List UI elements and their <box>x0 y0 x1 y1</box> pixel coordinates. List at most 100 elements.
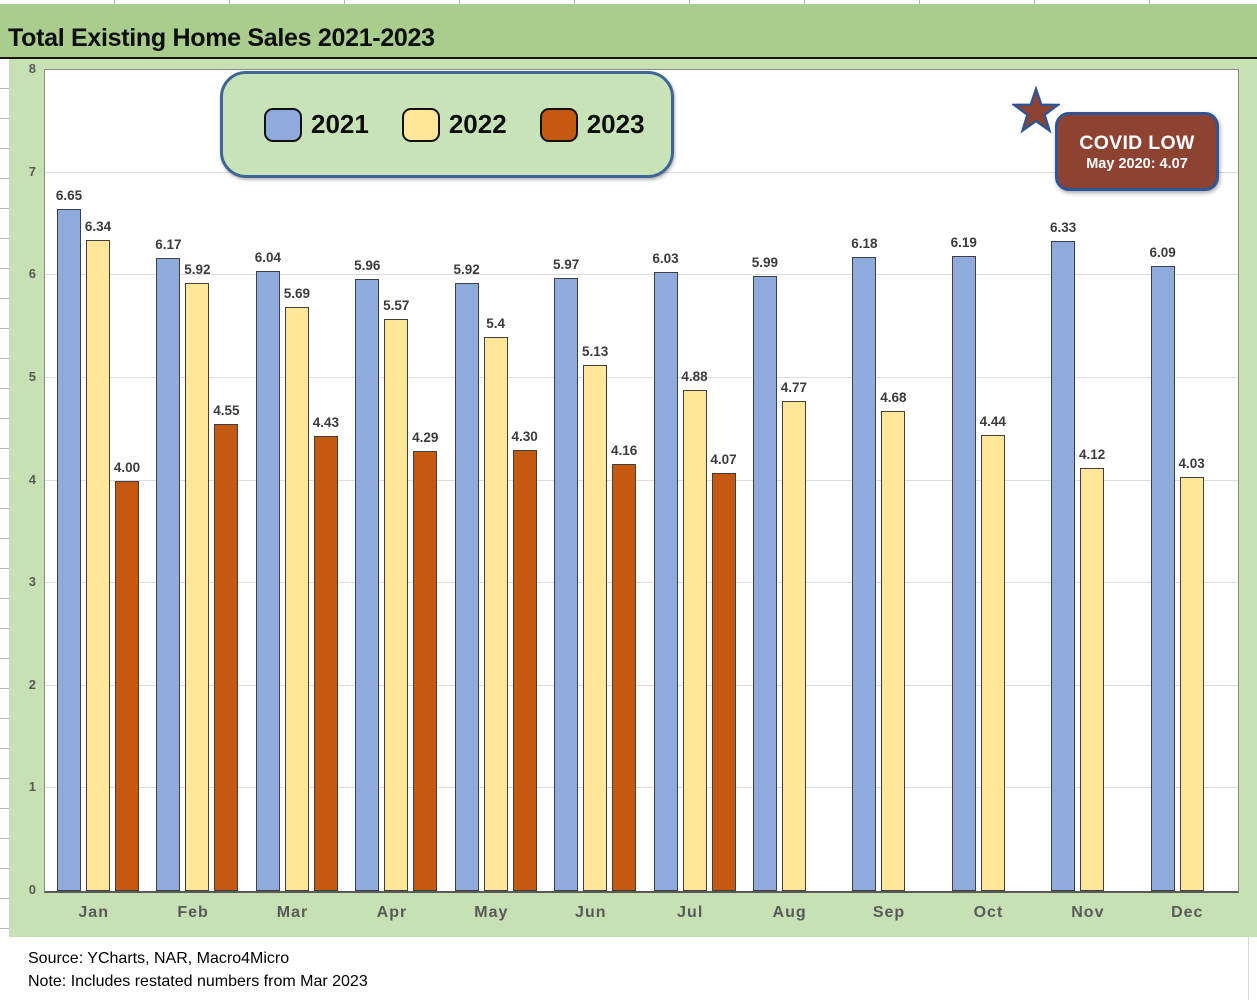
bar-2023-jan[interactable] <box>115 480 139 891</box>
legend-swatch-2022 <box>401 107 440 142</box>
x-axis-label-sep: Sep <box>872 904 906 921</box>
bar-2021-dec[interactable] <box>1150 266 1175 891</box>
covid-low-title: COVID LOW <box>1079 131 1195 154</box>
row-ruler <box>0 59 9 1000</box>
legend-label-2021: 2021 <box>311 109 369 139</box>
bar-value-label-2021-jun: 5.97 <box>552 257 580 273</box>
gridline-1 <box>45 787 1238 789</box>
bar-2023-may[interactable] <box>512 449 537 891</box>
bar-value-label-2022-mar: 5.69 <box>283 286 310 302</box>
source-note: Source: YCharts, NAR, Macro4Micro <box>28 950 290 967</box>
legend-swatch-2023 <box>539 107 578 142</box>
bar-value-label-2021-aug: 5.99 <box>751 255 779 271</box>
gridline-4 <box>45 479 1238 481</box>
bar-value-label-2023-apr: 4.29 <box>412 429 439 445</box>
y-axis: 0 1 2 3 4 5 6 7 8 <box>9 61 36 897</box>
bar-value-label-2022-jan: 6.34 <box>84 219 112 235</box>
bar-2022-jun[interactable] <box>583 364 608 891</box>
bar-2023-apr[interactable] <box>413 450 438 891</box>
y-axis-label-7: 7 <box>28 163 36 179</box>
bar-value-label-2022-nov: 4.12 <box>1079 447 1106 463</box>
bar-2021-jul[interactable] <box>653 272 678 891</box>
bar-2022-aug[interactable] <box>781 401 806 891</box>
bar-2021-oct[interactable] <box>951 255 976 891</box>
bar-value-label-2022-jul: 4.88 <box>681 369 708 385</box>
bar-value-label-2021-oct: 6.19 <box>950 234 977 250</box>
y-axis-label-2: 2 <box>28 676 36 692</box>
bar-value-label-2022-jun: 5.13 <box>581 343 609 359</box>
bar-2021-mar[interactable] <box>255 271 280 891</box>
legend-label-2022: 2022 <box>448 109 507 139</box>
bar-2022-feb[interactable] <box>185 283 210 891</box>
plot-area: 6.65 6.17 6.04 5.96 5.92 5.97 6.03 5.99 6.18 6.19… <box>44 69 1239 893</box>
x-axis-label-apr: Apr <box>376 904 408 921</box>
column-gridline <box>1248 937 1249 1000</box>
bar-value-label-2022-apr: 5.57 <box>383 298 410 314</box>
bar-2021-nov[interactable] <box>1051 241 1076 891</box>
bar-2021-apr[interactable] <box>355 279 380 891</box>
star-icon[interactable] <box>1012 86 1060 134</box>
x-axis-label-jan: Jan <box>78 904 109 921</box>
y-axis-label-8: 8 <box>28 61 36 76</box>
bar-2023-jul[interactable] <box>711 473 736 891</box>
legend-item-2022: 2022 <box>401 107 507 142</box>
x-axis-label-jun: Jun <box>575 904 607 921</box>
bar-2022-oct[interactable] <box>980 435 1005 891</box>
footer-notes: Source: YCharts, NAR, Macro4Micro Note: … <box>0 937 1257 1000</box>
x-axis-label-mar: Mar <box>276 904 309 921</box>
bar-value-label-2021-jan: 6.65 <box>55 187 83 203</box>
bar-value-label-2022-may: 5.4 <box>486 315 506 331</box>
bar-2021-sep[interactable] <box>852 256 877 891</box>
bar-2022-mar[interactable] <box>284 307 309 891</box>
x-axis: Jan Feb Mar Apr May Jun Jul Aug Sep Oct Nov Dec <box>44 896 1237 936</box>
covid-low-callout[interactable]: COVID LOW May 2020: 4.07 <box>1055 112 1219 191</box>
bar-2022-dec[interactable] <box>1179 477 1204 891</box>
bar-2021-jan[interactable] <box>57 208 81 891</box>
bar-2021-feb[interactable] <box>156 257 181 891</box>
bar-value-label-2021-dec: 6.09 <box>1149 245 1176 261</box>
legend-item-2023: 2023 <box>539 107 645 142</box>
bar-value-label-2021-may: 5.92 <box>453 262 480 278</box>
legend-swatch-2021 <box>264 107 302 142</box>
legend[interactable]: 2021 2022 2023 <box>220 71 674 178</box>
bar-value-label-2021-feb: 6.17 <box>155 236 182 252</box>
bar-2022-jul[interactable] <box>682 390 707 891</box>
bar-2022-apr[interactable] <box>384 319 409 891</box>
bar-2022-may[interactable] <box>483 336 508 891</box>
x-axis-label-nov: Nov <box>1071 904 1105 921</box>
bar-value-label-2021-apr: 5.96 <box>354 258 381 274</box>
x-axis-label-jul: Jul <box>677 904 704 921</box>
x-axis-label-oct: Oct <box>973 904 1004 921</box>
bar-value-label-2023-mar: 4.43 <box>312 415 339 431</box>
bar-2023-feb[interactable] <box>214 424 239 891</box>
bar-value-label-2023-jun: 4.16 <box>610 443 638 459</box>
legend-label-2023: 2023 <box>586 109 645 139</box>
bar-2023-mar[interactable] <box>313 436 338 891</box>
bar-value-label-2023-jul: 4.07 <box>710 452 737 468</box>
y-axis-label-1: 1 <box>28 779 36 795</box>
restated-note: Note: Includes restated numbers from Mar… <box>28 973 368 990</box>
gridline-2 <box>45 684 1238 686</box>
bar-2022-jan[interactable] <box>86 240 110 891</box>
bar-value-label-2023-feb: 4.55 <box>213 403 240 419</box>
x-axis-label-dec: Dec <box>1171 904 1204 921</box>
covid-low-subtitle: May 2020: 4.07 <box>1086 155 1188 172</box>
bar-value-label-2021-mar: 6.04 <box>254 250 281 266</box>
x-axis-label-may: May <box>474 904 509 921</box>
bar-value-label-2021-nov: 6.33 <box>1050 220 1077 236</box>
bar-value-label-2022-sep: 4.68 <box>880 389 907 405</box>
bar-2021-aug[interactable] <box>752 276 777 891</box>
y-axis-label-4: 4 <box>28 471 36 487</box>
bar-2023-jun[interactable] <box>612 464 637 891</box>
bar-2021-jun[interactable] <box>554 278 579 891</box>
bar-value-label-2023-jan: 4.00 <box>113 459 141 475</box>
y-axis-label-6: 6 <box>28 266 36 282</box>
title-band: Total Existing Home Sales 2021-2023 <box>0 4 1257 59</box>
bar-value-label-2021-jul: 6.03 <box>652 251 679 267</box>
bar-value-label-2022-feb: 5.92 <box>184 262 211 278</box>
bar-2022-nov[interactable] <box>1080 468 1105 891</box>
bar-2021-may[interactable] <box>454 283 479 891</box>
x-axis-label-feb: Feb <box>177 904 209 921</box>
bar-2022-sep[interactable] <box>881 410 906 891</box>
